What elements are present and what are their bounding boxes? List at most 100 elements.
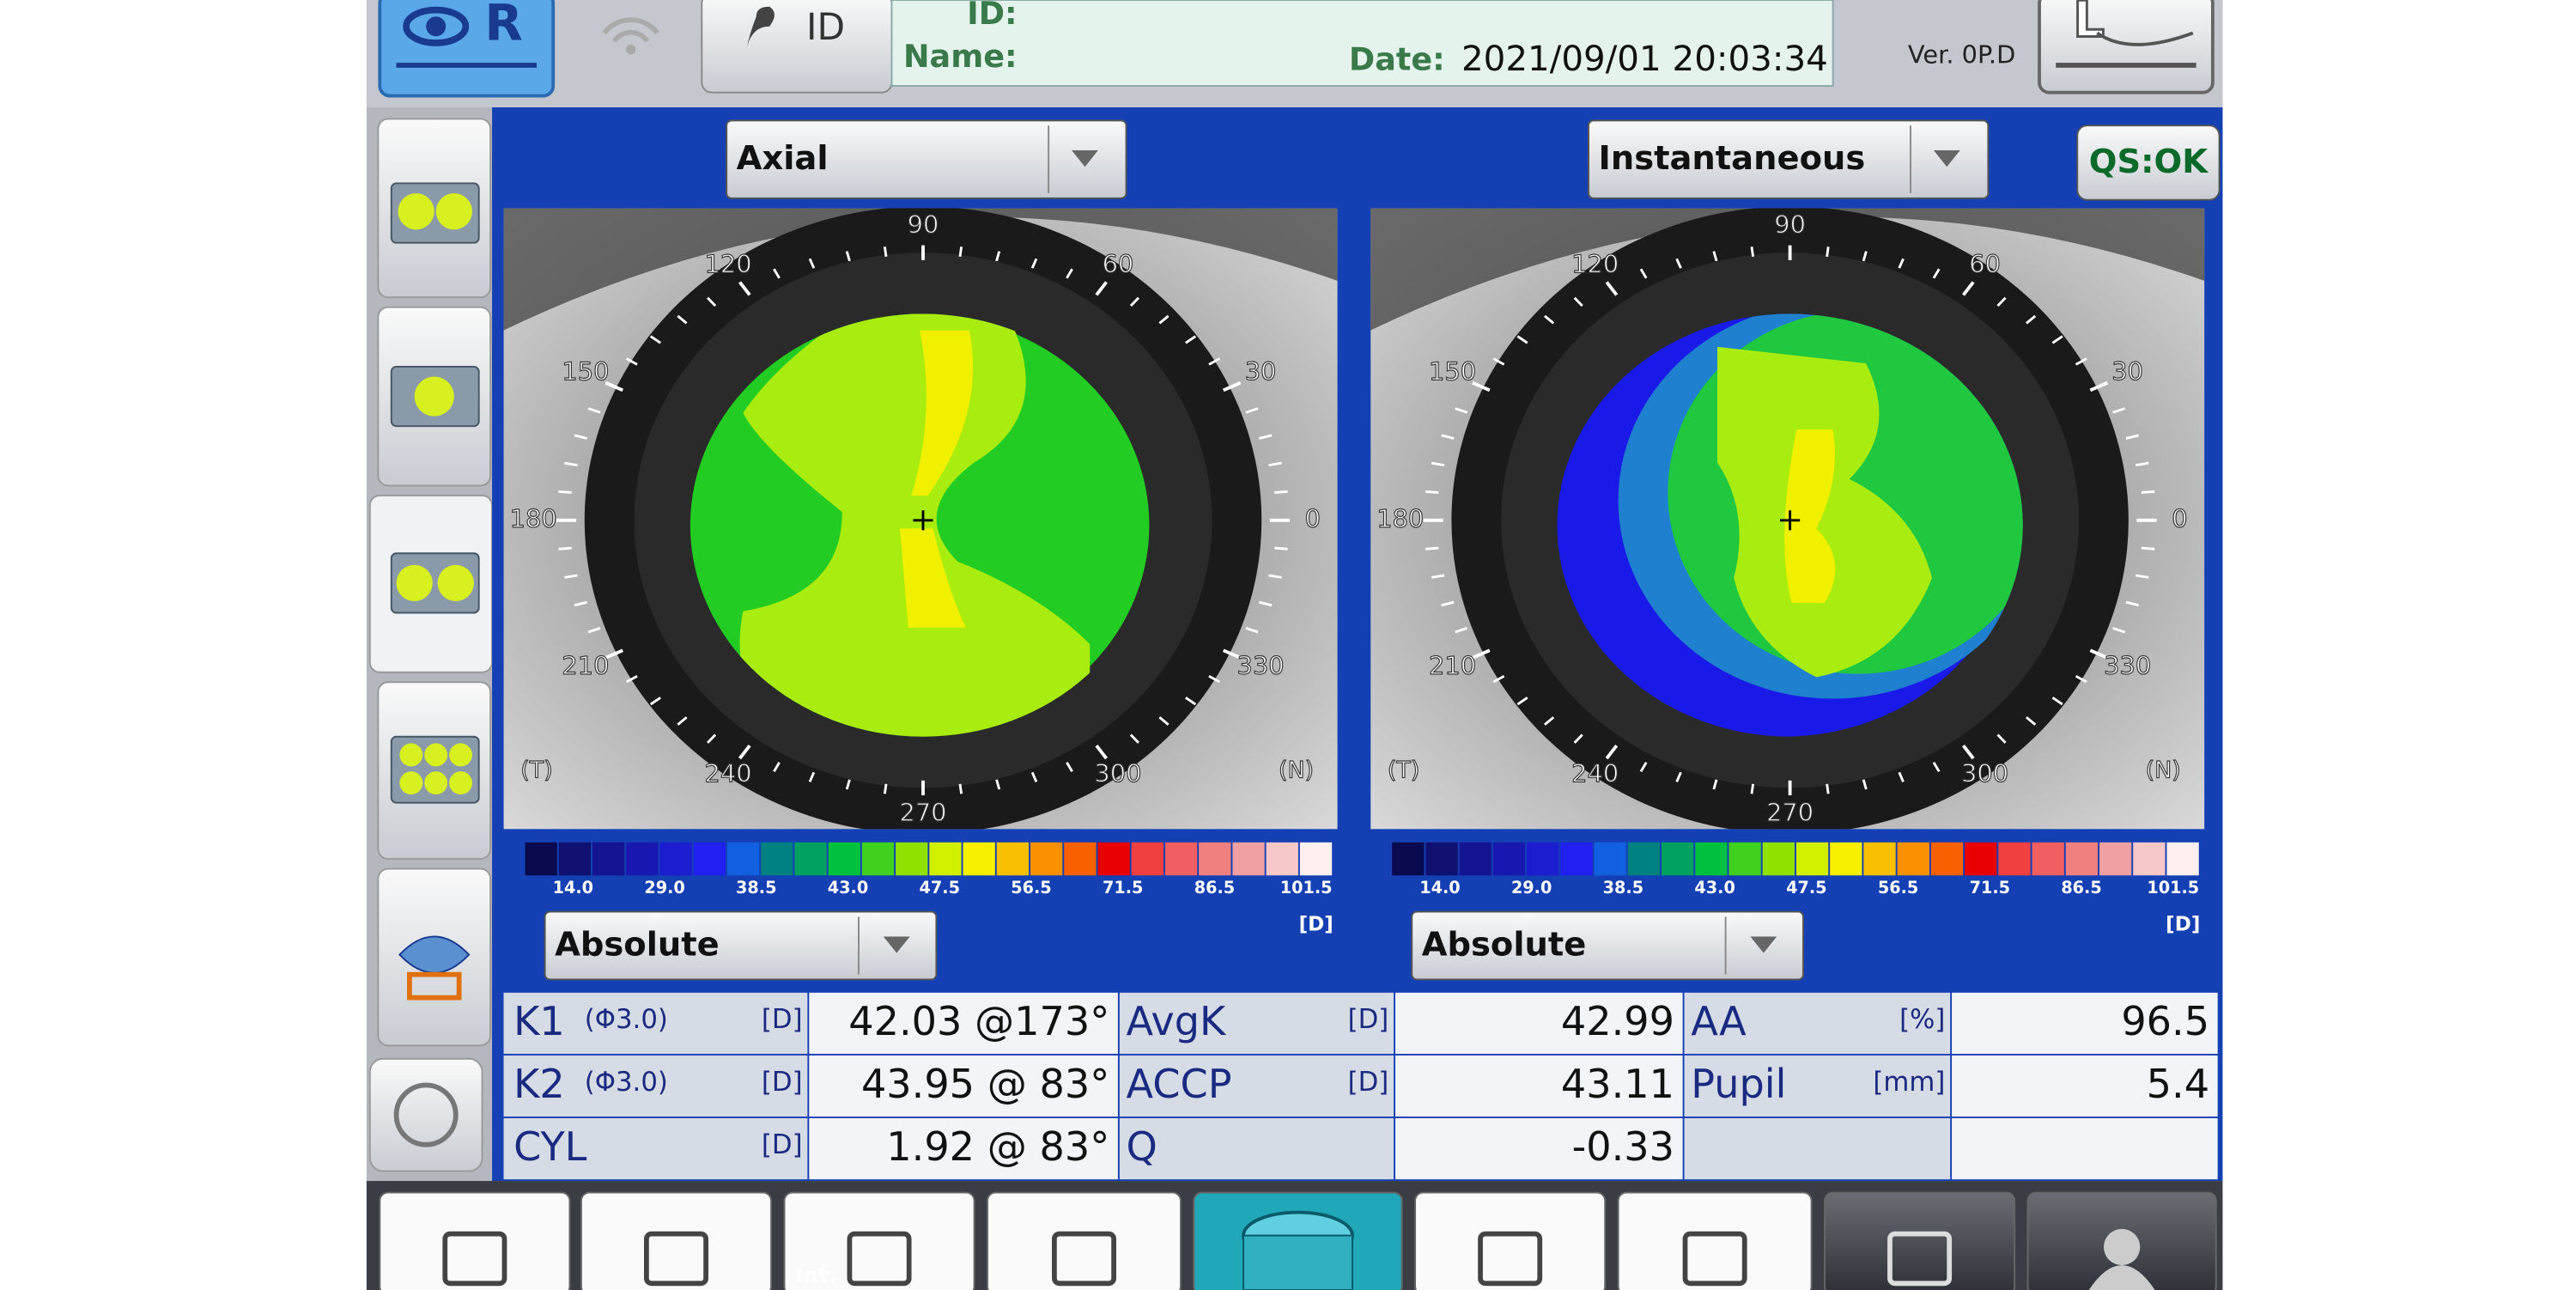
- scale-swatch: [2065, 842, 2099, 876]
- ring-tick: [1898, 771, 1905, 782]
- angle-label: 180: [510, 504, 557, 533]
- ring-tick: [1516, 335, 1528, 344]
- date-value: 2021/09/01 20:03:34: [1461, 39, 1828, 79]
- ring-tick: [2125, 434, 2139, 440]
- scale-label: 71.5: [1103, 878, 1143, 898]
- version: Ver. 0P.D: [1908, 40, 2015, 69]
- scale-swatch: [1164, 842, 1198, 876]
- angle-label: 90: [908, 210, 939, 239]
- toolbar-button[interactable]: [1824, 1191, 2016, 1290]
- scale-swatch: [1232, 842, 1265, 876]
- icon-eye: [396, 564, 433, 602]
- side-label: (T): [1388, 758, 1419, 784]
- qs-button[interactable]: [2076, 125, 2221, 201]
- value-cell: [1395, 992, 1683, 1054]
- ring-tick: [995, 251, 1001, 262]
- eye-icon: [398, 935, 471, 974]
- user-icon: [2088, 1265, 2155, 1290]
- ring-tick: [677, 716, 688, 726]
- lens-icon: [1242, 1234, 1353, 1290]
- label-cell: [1684, 992, 1951, 1054]
- measure-value: -0.33: [1572, 1123, 1674, 1170]
- measure-label: Q: [1127, 1123, 1157, 1170]
- ring-tick: [1573, 733, 1583, 744]
- icon-eyes: [399, 743, 472, 795]
- side-button[interactable]: [368, 1057, 483, 1172]
- icon-stand: [407, 971, 462, 1001]
- right-eye-button[interactable]: [378, 0, 556, 98]
- scale-dropdown[interactable]: [1411, 910, 1804, 981]
- measure-unit: [D]: [762, 1067, 803, 1098]
- icon-eye: [437, 564, 474, 602]
- ring-tick: [1862, 251, 1868, 262]
- ring-tick: [1095, 744, 1108, 760]
- measure-value: 96.5: [2121, 998, 2209, 1044]
- ring-tick: [1030, 258, 1038, 269]
- icon-eye: [398, 193, 434, 230]
- qs-status: QS:OK: [2089, 143, 2208, 181]
- scale-unit: [D]: [1299, 913, 1334, 935]
- toolbar-button[interactable]: [379, 1191, 571, 1290]
- id-button-label: ID: [806, 6, 845, 48]
- toolbar-button[interactable]: [1617, 1191, 1813, 1290]
- angle-label: 210: [562, 651, 609, 680]
- eye-icon: [426, 16, 447, 37]
- scale-swatch: [963, 842, 995, 876]
- ring-tick: [1245, 626, 1259, 634]
- angle-label: 120: [705, 249, 752, 278]
- ring-tick: [707, 296, 717, 307]
- scale-dropdown[interactable]: [544, 910, 938, 981]
- ring-tick: [808, 771, 816, 782]
- color-map: [1557, 313, 2023, 737]
- toolbar-button[interactable]: [987, 1191, 1182, 1290]
- scale-label: 29.0: [644, 878, 684, 898]
- dropdown-arrow: [883, 936, 910, 953]
- ring-tick: [1605, 744, 1619, 760]
- toolbar-button[interactable]: [580, 1191, 773, 1290]
- wifi-icon: [625, 44, 636, 55]
- scale-label: 14.0: [1419, 878, 1460, 898]
- dropdown-arrow: [1072, 150, 1098, 167]
- angle-label: 300: [1094, 758, 1141, 788]
- tool-icon: [644, 1231, 708, 1287]
- ring-tick: [2112, 626, 2126, 634]
- id-button[interactable]: [701, 0, 893, 94]
- scale-swatch: [1030, 842, 1063, 876]
- user-icon: [2104, 1228, 2141, 1266]
- mode-label: Axial: [737, 139, 829, 178]
- mode-dropdown[interactable]: [1588, 119, 1990, 199]
- ring-tick: [958, 246, 963, 258]
- ring-tick: [958, 783, 963, 794]
- ring-tick: [1259, 434, 1273, 440]
- scale-label: 47.5: [920, 878, 960, 898]
- ring-tick: [564, 461, 578, 467]
- icon-eye: [414, 376, 454, 417]
- ring-tick: [2089, 380, 2109, 392]
- measure-label: Pupil: [1691, 1061, 1786, 1107]
- ring-tick: [1932, 762, 1941, 773]
- label-cell: [503, 1117, 808, 1180]
- toolbar-button[interactable]: [1414, 1191, 1607, 1290]
- ring-tick: [1158, 716, 1170, 726]
- scale-label: 56.5: [1878, 878, 1918, 898]
- mode-dropdown[interactable]: [726, 119, 1127, 199]
- scale-label: 101.5: [1280, 878, 1333, 898]
- ring-tick: [1274, 490, 1288, 494]
- ring-tick: [1431, 461, 1445, 467]
- angle-label: 270: [1766, 798, 1814, 827]
- measure-label: AA: [1691, 998, 1747, 1044]
- measure-unit: [D]: [1348, 1067, 1389, 1098]
- patient-info: [890, 0, 1834, 87]
- left-eye-button[interactable]: [2038, 0, 2215, 94]
- angle-label: 0: [2172, 504, 2187, 533]
- scale-swatch: [626, 842, 659, 876]
- ring-tick: [2125, 600, 2139, 607]
- label-cell: [1684, 1055, 1951, 1117]
- angle-label: 120: [1571, 249, 1619, 278]
- ring-tick: [1431, 574, 1445, 579]
- ring-tick: [1544, 314, 1555, 325]
- ring-tick: [587, 626, 601, 634]
- toolbar-button[interactable]: [783, 1191, 975, 1290]
- scale-label: 29.0: [1511, 878, 1552, 898]
